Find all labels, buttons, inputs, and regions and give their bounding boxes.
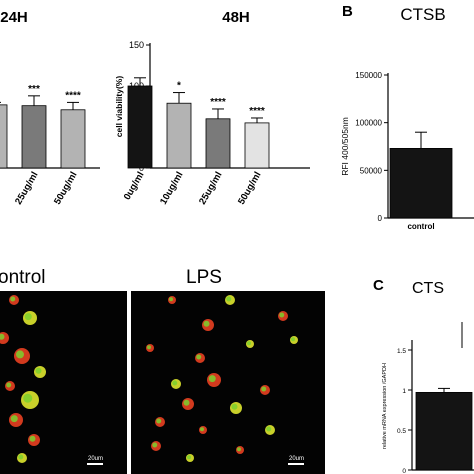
lps-image-title: LPS: [186, 267, 222, 288]
cell-nucleus: [261, 386, 267, 392]
chart-title: CTSB: [400, 5, 445, 24]
y-tick-label: 0: [402, 468, 406, 474]
bar: [0, 104, 8, 169]
x-tick-label: 50ug/ml: [52, 170, 79, 207]
chart-viability-48h: 48H050100150cell viability(%)0ug/ml*10ug…: [114, 9, 310, 207]
significance-mark: *: [177, 81, 181, 92]
scale-bar: [87, 463, 103, 465]
control-micrograph: 20um: [0, 291, 127, 474]
cell-nucleus: [226, 296, 232, 302]
panel-b-label: B: [342, 3, 353, 20]
chart-viability-24h: 24H****25ug/ml****50ug/ml: [0, 9, 100, 207]
lps-micrograph-background: [131, 291, 325, 474]
cell-nucleus: [200, 427, 204, 432]
scale-bar: [288, 463, 304, 465]
x-tick-label: 25ug/ml: [13, 170, 40, 207]
cell-nucleus: [152, 442, 158, 448]
cell-nucleus: [169, 297, 173, 302]
cell-nucleus: [147, 345, 151, 350]
cell-nucleus: [24, 313, 32, 321]
bar: [205, 118, 231, 169]
lps-micrograph: 20um: [131, 291, 325, 474]
cell-nucleus: [183, 399, 190, 406]
significance-mark: ****: [249, 106, 265, 117]
significance-mark: ***: [28, 84, 40, 95]
bar: [389, 148, 453, 219]
cell-nucleus: [196, 354, 202, 360]
y-axis-label: cell viability(%): [114, 76, 124, 138]
significance-mark: ****: [65, 90, 81, 101]
control-micrograph-background: [0, 291, 127, 474]
bar: [415, 391, 473, 471]
cell-nucleus: [35, 367, 42, 374]
cell-nucleus: [0, 333, 5, 340]
panel-c-label: C: [373, 277, 384, 294]
cell-nucleus: [18, 454, 24, 460]
x-tick-label: 10ug/ml: [158, 170, 185, 207]
lps-cells: [146, 295, 298, 462]
chart-title: CTS: [412, 280, 444, 297]
bar: [60, 109, 86, 169]
y-tick-label: 1: [402, 388, 406, 395]
y-tick-label: 100000: [355, 119, 382, 128]
control-cells: [0, 295, 46, 463]
cell-nucleus: [279, 312, 285, 318]
chart-title: 48H: [222, 9, 250, 26]
scale-bar-label: 20um: [88, 456, 103, 462]
significance-mark: ****: [210, 97, 226, 108]
bar: [166, 102, 192, 169]
cell-nucleus: [156, 418, 162, 424]
cell-nucleus: [247, 341, 251, 346]
y-tick-label: 0: [378, 214, 383, 223]
cell-nucleus: [10, 296, 16, 302]
bar: [244, 122, 270, 169]
cell-nucleus: [203, 320, 210, 327]
y-tick-label: 150000: [355, 71, 382, 80]
cell-nucleus: [291, 337, 295, 342]
cell-nucleus: [187, 455, 191, 460]
x-tick-label: control: [407, 222, 434, 231]
cell-nucleus: [10, 415, 18, 423]
x-tick-label: 0ug/ml: [122, 170, 147, 202]
bar: [127, 85, 153, 169]
cell-nucleus: [29, 435, 36, 442]
cell-nucleus: [266, 426, 272, 432]
y-axis-label: RFI 400/505nm: [340, 117, 350, 176]
cell-nucleus: [237, 447, 241, 452]
cell-nucleus: [231, 403, 238, 410]
x-tick-label: 25ug/ml: [197, 170, 224, 207]
cell-nucleus: [172, 380, 178, 386]
cell-nucleus: [16, 350, 24, 359]
y-tick-label: 50000: [360, 166, 383, 175]
y-tick-label: 1.5: [397, 348, 406, 355]
control-image-title: ontrol: [0, 267, 46, 288]
cell-nucleus: [6, 382, 12, 388]
cell-nucleus: [23, 393, 33, 403]
y-axis-label: relative mRNA expression /GAPDH: [382, 363, 388, 449]
y-tick-label: 150: [129, 40, 144, 50]
bar: [21, 105, 47, 169]
scale-bar-label: 20um: [289, 456, 304, 462]
chart-ctsb-mrna: CTS 0 0.5 1 1.5 relative mRNA expression /GAP…: [382, 280, 474, 474]
cell-nucleus: [208, 375, 216, 383]
x-tick-label: 50ug/ml: [236, 170, 263, 207]
y-tick-label: 0.5: [397, 428, 406, 435]
chart-ctsb-rfi: CTSB 0 50000 100000 150000 RFI 400/505nm contr…: [340, 5, 474, 231]
chart-title: 24H: [0, 9, 28, 26]
